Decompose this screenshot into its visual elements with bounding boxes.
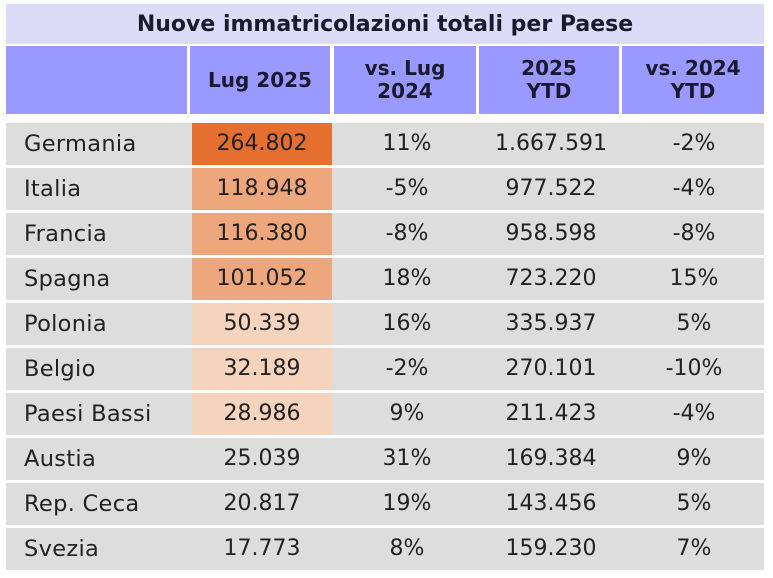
header-vs-2024-ytd: vs. 2024 YTD [622,46,764,114]
cell-country: Paesi Bassi [24,401,152,427]
table-row: Francia 116.380 -8% 958.598 -8% [6,213,764,255]
table-row: Italia 118.948 -5% 977.522 -4% [6,168,764,210]
cell-2025-ytd: 211.423 [505,401,597,426]
cell-vs-2024-ytd: -8% [672,221,716,246]
cell-country: Italia [24,176,82,202]
cell-2025-ytd: 1.667.591 [495,131,607,156]
table-row: Belgio 32.189 -2% 270.101 -10% [6,348,764,390]
heat-highlight [192,213,332,255]
cell-2025-ytd: 977.522 [505,176,597,201]
cell-vs-2024-ytd: 9% [676,446,712,471]
cell-vs-2024-ytd: 7% [676,536,712,561]
heat-highlight [192,258,332,300]
cell-lug-2025: 17.773 [223,536,301,561]
cell-vs-lug-2024: 9% [389,401,425,426]
header-vs-2024-ytd-label: vs. 2024 YTD [645,56,741,103]
cell-vs-lug-2024: 8% [389,536,425,561]
header-vs-lug-2024-label: vs. Lug 2024 [364,56,446,103]
cell-vs-2024-ytd: 5% [676,311,712,336]
cell-2025-ytd: 159.230 [505,536,597,561]
cell-vs-lug-2024: 11% [382,131,432,156]
cell-vs-2024-ytd: -4% [672,401,716,426]
cell-country: Francia [24,221,108,247]
cell-lug-2025: 264.802 [216,131,308,156]
cell-country: Germania [24,131,137,157]
header-lug-2025-label: Lug 2025 [208,67,312,92]
cell-lug-2025: 32.189 [223,356,301,381]
heat-highlight [192,168,332,210]
cell-2025-ytd: 335.937 [505,311,597,336]
cell-lug-2025: 116.380 [216,221,308,246]
table-row: Svezia 17.773 8% 159.230 7% [6,528,764,570]
cell-vs-2024-ytd: -10% [665,356,723,381]
table-title: Nuove immatricolazioni totali per Paese [6,4,764,46]
cell-2025-ytd: 270.101 [505,356,597,381]
header-2025-ytd: 2025 YTD [479,46,619,114]
cell-2025-ytd: 169.384 [505,446,597,471]
cell-vs-2024-ytd: 5% [676,491,712,516]
cell-country: Spagna [24,266,111,292]
cell-vs-lug-2024: 18% [382,266,432,291]
cell-country: Austia [24,446,97,472]
cell-vs-2024-ytd: -2% [672,131,716,156]
cell-country: Polonia [24,311,107,337]
heat-highlight [192,303,332,345]
cell-country: Rep. Ceca [24,491,140,517]
cell-2025-ytd: 958.598 [505,221,597,246]
cell-lug-2025: 118.948 [216,176,308,201]
cell-lug-2025: 28.986 [223,401,301,426]
cell-lug-2025: 20.817 [223,491,301,516]
cell-vs-lug-2024: -8% [385,221,429,246]
cell-lug-2025: 101.052 [216,266,308,291]
header-vs-lug-2024: vs. Lug 2024 [334,46,476,114]
table-row: Paesi Bassi 28.986 9% 211.423 -4% [6,393,764,435]
table-row: Rep. Ceca 20.817 19% 143.456 5% [6,483,764,525]
cell-vs-2024-ytd: 15% [669,266,719,291]
cell-vs-lug-2024: 31% [382,446,432,471]
heat-highlight [192,348,332,390]
cell-lug-2025: 50.339 [223,311,301,336]
table-row: Germania 264.802 11% 1.667.591 -2% [6,123,764,165]
table-row: Austia 25.039 31% 169.384 9% [6,438,764,480]
heat-highlight [192,393,332,435]
cell-vs-2024-ytd: -4% [672,176,716,201]
cell-vs-lug-2024: 16% [382,311,432,336]
cell-lug-2025: 25.039 [223,446,301,471]
cell-vs-lug-2024: -5% [385,176,429,201]
header-country [6,46,187,114]
table-row: Spagna 101.052 18% 723.220 15% [6,258,764,300]
cell-country: Svezia [24,536,100,562]
cell-country: Belgio [24,356,96,382]
cell-2025-ytd: 723.220 [505,266,597,291]
cell-vs-lug-2024: -2% [385,356,429,381]
header-lug-2025: Lug 2025 [190,46,330,114]
cell-vs-lug-2024: 19% [382,491,432,516]
heat-highlight [192,123,332,165]
cell-2025-ytd: 143.456 [505,491,597,516]
header-2025-ytd-label: 2025 YTD [521,56,577,103]
table-row: Polonia 50.339 16% 335.937 5% [6,303,764,345]
